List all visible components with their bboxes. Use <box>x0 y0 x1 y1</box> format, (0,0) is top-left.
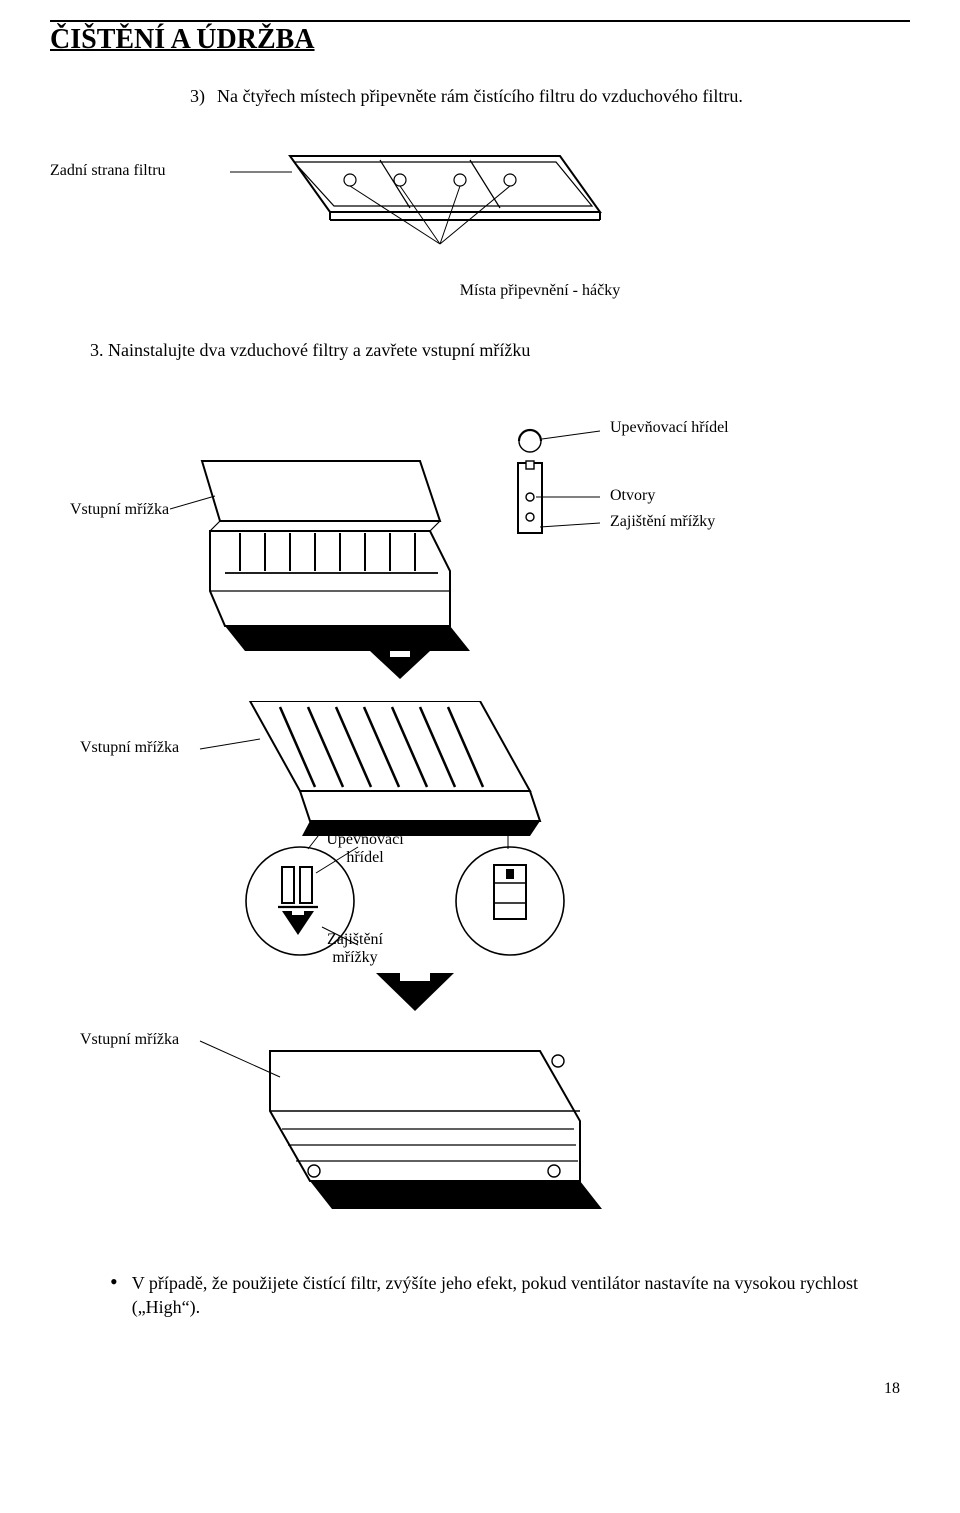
fig3-bottom-left: Vstupní mřížka <box>80 1031 179 1049</box>
fig1-left-label: Zadní strana filtru <box>50 162 230 252</box>
sub-heading: 3. Nainstalujte dva vzduchové filtry a z… <box>90 340 910 361</box>
step3-text: Na čtyřech místech připevněte rám čistíc… <box>217 86 743 106</box>
fig1-bottom-label: Místa připevnění - háčky <box>170 282 910 300</box>
fig2-left-label: Vstupní mřížka <box>70 501 169 519</box>
fig2-r3: Zajištění mřížky <box>610 513 715 531</box>
fig3-illustration <box>110 701 810 1241</box>
fig3-lock: Zajištění mřížky <box>310 931 400 967</box>
figure2: Vstupní mřížka <box>170 401 770 681</box>
bullet-dot: • <box>110 1271 118 1320</box>
figure3: Vstupní mřížka Upevňovací hřídel Zajiště… <box>110 701 810 1241</box>
figure1-row: Zadní strana filtru <box>50 142 910 252</box>
fig1-illustration <box>230 142 610 252</box>
fig2-r2: Otvory <box>610 487 655 505</box>
page-title: ČIŠTĚNÍ A ÚDRŽBA <box>50 20 910 56</box>
fig3-top-left: Vstupní mřížka <box>80 739 179 757</box>
fig2-r1: Upevňovací hřídel <box>610 419 729 437</box>
page-number: 18 <box>50 1380 900 1398</box>
fig2-illustration <box>170 401 770 681</box>
bullet-text: V případě, že použijete čistící filtr, z… <box>132 1271 870 1320</box>
bullet: • V případě, že použijete čistící filtr,… <box>110 1271 870 1320</box>
step3-num: 3) <box>190 86 205 106</box>
fig3-mid: Upevňovací hřídel <box>310 831 420 867</box>
step3: 3) Na čtyřech místech připevněte rám čist… <box>190 86 910 107</box>
